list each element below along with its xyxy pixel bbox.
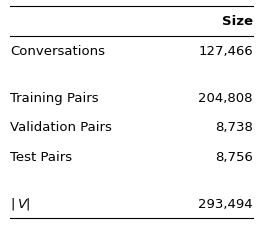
Text: Size: Size	[222, 15, 253, 28]
Text: Conversations: Conversations	[10, 45, 105, 58]
Text: |: |	[25, 197, 30, 210]
Text: V: V	[18, 197, 27, 210]
Text: |: |	[10, 197, 15, 210]
Text: 8,756: 8,756	[215, 151, 253, 164]
Text: 204,808: 204,808	[198, 91, 253, 104]
Text: 8,738: 8,738	[215, 121, 253, 134]
Text: Validation Pairs: Validation Pairs	[10, 121, 112, 134]
Text: 293,494: 293,494	[198, 197, 253, 210]
Text: 127,466: 127,466	[198, 45, 253, 58]
Text: Test Pairs: Test Pairs	[10, 151, 72, 164]
Text: Training Pairs: Training Pairs	[10, 91, 99, 104]
